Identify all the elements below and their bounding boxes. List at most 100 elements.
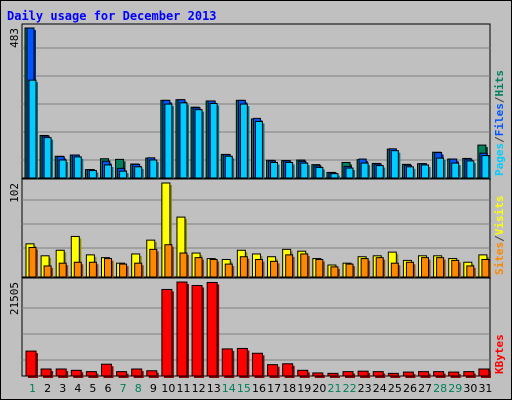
legend-entry: / xyxy=(493,96,506,103)
bar-sites xyxy=(451,259,461,279)
legend-entry: / xyxy=(493,136,506,143)
bar-pages xyxy=(421,164,431,180)
bar-kbytes xyxy=(161,288,174,378)
bar-pages xyxy=(28,79,38,180)
bar-pages xyxy=(164,103,174,180)
day-label: 31 xyxy=(478,382,492,395)
day-label: 29 xyxy=(448,382,462,395)
legend-entry: Hits xyxy=(493,70,506,97)
bar-sites xyxy=(345,263,356,279)
bar-kbytes xyxy=(448,371,461,378)
bar-pages xyxy=(239,103,250,180)
bar-pages xyxy=(88,170,99,180)
day-label: 10 xyxy=(161,382,175,395)
bar-sites xyxy=(119,263,129,279)
bar-sites xyxy=(73,261,84,279)
bar-sites xyxy=(421,257,431,279)
day-label: 26 xyxy=(403,382,417,395)
bar-pages xyxy=(330,173,340,180)
bar-pages xyxy=(73,156,84,180)
day-label: 27 xyxy=(418,382,432,395)
bar-pages xyxy=(194,109,205,180)
legend-entry: / xyxy=(493,235,506,242)
day-label: 24 xyxy=(373,382,387,395)
bar-sites xyxy=(481,258,491,279)
bar-kbytes xyxy=(40,368,54,378)
bar-kbytes xyxy=(372,371,386,378)
day-label: 22 xyxy=(343,382,357,395)
bar-sites xyxy=(209,258,220,279)
day-label: 14 xyxy=(222,382,236,395)
bar-kbytes xyxy=(251,352,265,378)
bar-kbytes xyxy=(357,370,371,378)
bar-pages xyxy=(360,162,371,180)
bar-pages xyxy=(451,162,461,180)
bar-pages xyxy=(58,159,69,180)
day-label: 6 xyxy=(105,382,112,395)
bar-sites xyxy=(375,257,386,279)
bar-sites xyxy=(254,258,265,279)
bar-kbytes xyxy=(85,371,99,378)
bar-pages xyxy=(466,160,476,180)
bar-pages xyxy=(149,159,159,180)
day-label: 30 xyxy=(463,382,477,395)
bar-sites xyxy=(103,258,114,279)
bar-sites xyxy=(270,260,280,279)
bar-pages xyxy=(436,157,446,180)
bar-pages xyxy=(375,165,386,180)
bar-pages xyxy=(209,102,220,180)
day-label: 7 xyxy=(120,382,127,395)
bar-sites xyxy=(285,254,295,279)
legend-entry: Pages xyxy=(493,143,506,176)
bar-sites xyxy=(300,253,310,279)
day-label: 28 xyxy=(433,382,447,395)
bar-sites xyxy=(164,244,174,279)
bar-pages xyxy=(119,170,129,180)
day-label: 17 xyxy=(267,382,281,395)
bar-sites xyxy=(88,261,99,279)
day-label: 3 xyxy=(59,382,66,395)
bar-kbytes xyxy=(282,363,295,378)
bar-pages xyxy=(254,120,265,180)
bar-kbytes xyxy=(236,347,250,378)
day-label: 2 xyxy=(44,382,51,395)
chart-title: Daily usage for December 2013 xyxy=(7,9,217,23)
bar-kbytes xyxy=(100,363,114,378)
bar-pages xyxy=(134,166,144,180)
day-label: 16 xyxy=(252,382,266,395)
day-label: 25 xyxy=(388,382,402,395)
bar-pages xyxy=(224,155,235,180)
day-label: 19 xyxy=(297,382,311,395)
bar-pages xyxy=(43,137,54,180)
bar-sites xyxy=(28,247,38,279)
bar-sites xyxy=(194,257,205,279)
bar-sites xyxy=(179,252,189,279)
bar-kbytes xyxy=(267,364,280,378)
day-label: 1 xyxy=(29,382,36,395)
bar-kbytes xyxy=(25,350,38,378)
day-label: 18 xyxy=(282,382,296,395)
bar-sites xyxy=(330,266,340,279)
bar-kbytes xyxy=(176,281,189,378)
day-label: 20 xyxy=(312,382,326,395)
bar-pages xyxy=(300,162,310,180)
bar-pages xyxy=(270,161,280,180)
legend-entry: Files xyxy=(493,103,506,136)
bar-sites xyxy=(224,263,235,279)
bar-pages xyxy=(103,164,114,180)
bar-kbytes xyxy=(433,371,446,378)
bar-kbytes xyxy=(312,372,325,378)
bar-pages xyxy=(315,166,325,180)
bar-kbytes xyxy=(55,368,69,378)
bar-kbytes xyxy=(146,370,159,378)
bar-kbytes xyxy=(327,372,340,378)
bar-kbytes xyxy=(342,371,356,378)
bar-kbytes xyxy=(221,348,235,378)
bar-kbytes xyxy=(387,372,401,378)
bar-sites xyxy=(466,265,476,279)
day-label: 9 xyxy=(150,382,157,395)
legend-entry: Sites xyxy=(493,242,506,275)
bar-kbytes xyxy=(297,369,310,378)
day-label: 8 xyxy=(135,382,142,395)
